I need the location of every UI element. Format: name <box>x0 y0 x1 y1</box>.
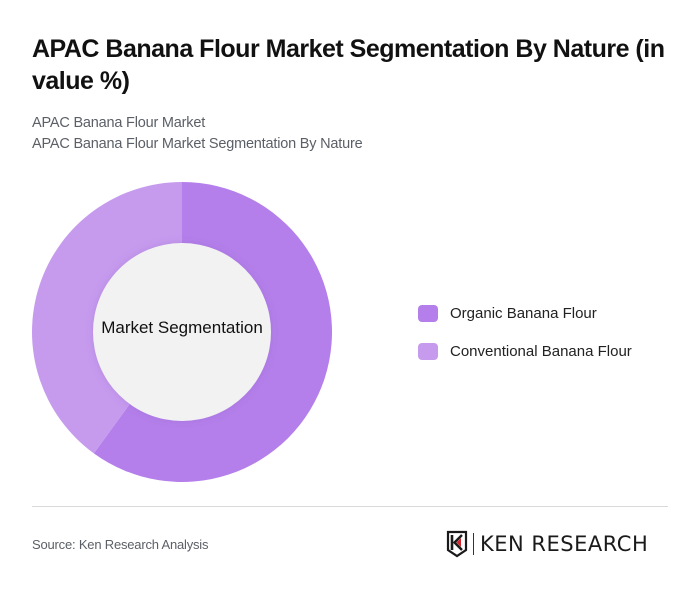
subtitle-segmentation: APAC Banana Flour Market Segmentation By… <box>32 136 363 152</box>
legend-item-conventional[interactable]: Conventional Banana Flour <box>418 341 632 361</box>
donut-chart <box>32 182 332 482</box>
chart-legend: Organic Banana Flour Conventional Banana… <box>418 303 632 379</box>
subtitle-market: APAC Banana Flour Market <box>32 115 206 131</box>
chart-title: APAC Banana Flour Market Segmentation By… <box>32 35 665 95</box>
logo-separator <box>473 533 474 555</box>
legend-label: Organic Banana Flour <box>450 304 597 322</box>
legend-label: Conventional Banana Flour <box>450 342 632 360</box>
donut-center-label: Market Segmentation <box>101 318 263 337</box>
footer-divider <box>32 506 668 507</box>
source-note: Source: Ken Research Analysis <box>32 537 209 552</box>
ken-shield-icon <box>446 530 468 558</box>
logo-text: KEN RESEARCH <box>480 532 649 556</box>
ken-research-logo: KEN RESEARCH <box>446 530 648 558</box>
donut-hole <box>93 243 271 421</box>
legend-swatch-conventional <box>418 342 438 360</box>
legend-swatch-organic <box>418 304 438 322</box>
legend-item-organic[interactable]: Organic Banana Flour <box>418 303 632 323</box>
